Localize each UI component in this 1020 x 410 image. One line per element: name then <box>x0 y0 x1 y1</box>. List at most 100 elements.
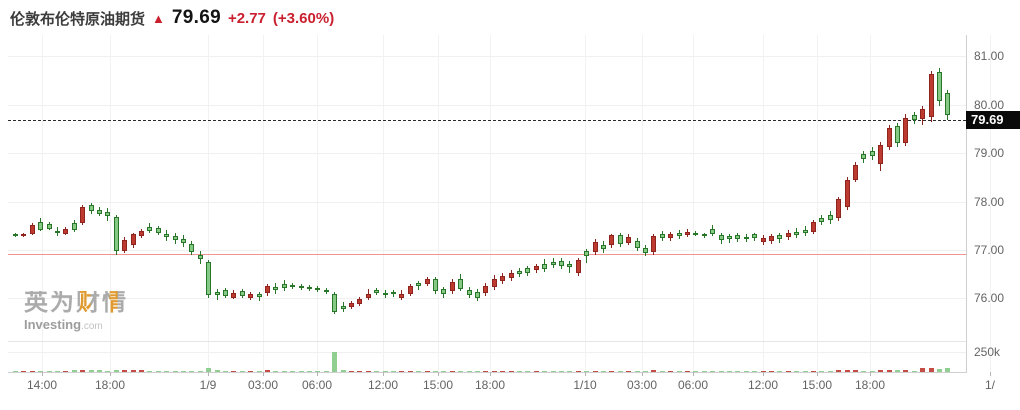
v-gridline <box>490 35 491 372</box>
candle <box>710 228 716 234</box>
candle <box>357 298 363 305</box>
candle <box>592 242 598 252</box>
v-gridline <box>383 35 384 372</box>
volume-bar <box>920 368 926 372</box>
y-axis-label: 76.00 <box>974 291 1005 305</box>
volume-bar <box>743 371 749 372</box>
volume-bar <box>349 370 354 372</box>
candle <box>752 234 758 239</box>
volume-bar <box>407 370 413 372</box>
h-gridline <box>8 202 966 203</box>
volume-bar <box>945 368 951 372</box>
candle <box>735 235 741 240</box>
v-gridline <box>263 35 264 372</box>
volume-bar <box>223 370 228 372</box>
x-axis-tick <box>42 372 43 376</box>
volume-bar <box>105 370 111 372</box>
watermark-logo-suffix: .com <box>81 321 103 332</box>
candle <box>315 288 321 291</box>
volume-bar <box>811 370 816 372</box>
candle <box>475 291 480 298</box>
volume-bar <box>601 370 606 372</box>
candle <box>643 247 648 253</box>
x-axis-label: 18:00 <box>474 378 506 392</box>
volume-bar <box>365 371 371 372</box>
v-gridline <box>990 35 991 372</box>
volume-bar <box>382 371 388 372</box>
candle <box>584 250 590 256</box>
candle <box>458 279 464 289</box>
volume-bar <box>71 370 77 372</box>
volume-bar <box>836 370 842 372</box>
volume-bar <box>777 371 783 372</box>
volume-bar <box>424 371 430 372</box>
volume-bar <box>155 370 161 372</box>
candle <box>542 263 548 270</box>
x-axis-label: 06:00 <box>677 378 709 392</box>
candle <box>407 286 413 294</box>
candle <box>853 164 858 180</box>
volume-bar <box>567 371 573 372</box>
candle <box>273 286 279 290</box>
candle <box>601 245 606 250</box>
volume-bar <box>701 371 707 372</box>
volume-bar <box>819 371 825 372</box>
v-gridline <box>317 35 318 372</box>
candle-wick <box>216 288 218 301</box>
v-gridline <box>42 35 43 372</box>
volume-bar <box>63 371 69 372</box>
volume-bar <box>853 369 858 372</box>
volume-bar <box>827 370 833 372</box>
volume-bar <box>113 369 119 372</box>
volume-bar <box>38 371 44 372</box>
candle <box>718 235 724 241</box>
volume-bar <box>685 371 690 372</box>
x-axis-label: 12:00 <box>367 378 399 392</box>
volume-bar <box>895 370 900 372</box>
candle <box>349 303 354 308</box>
candle <box>676 232 682 237</box>
volume-bar <box>475 371 480 372</box>
volume-bar <box>937 368 942 372</box>
candle <box>634 241 640 248</box>
candle <box>550 261 556 265</box>
volume-bar <box>80 369 86 372</box>
volume-bar <box>575 370 581 372</box>
x-axis-tick <box>383 372 384 376</box>
candle <box>189 244 195 253</box>
x-axis-label: 12:00 <box>747 378 779 392</box>
candle <box>206 262 212 295</box>
x-axis-tick <box>870 372 871 376</box>
volume-bar <box>559 371 564 372</box>
x-axis-tick <box>990 372 991 376</box>
candle <box>920 109 926 120</box>
volume-bar <box>256 371 262 372</box>
candle <box>172 236 178 241</box>
y-axis-label: 250k <box>974 345 1001 359</box>
volume-bar <box>693 371 699 372</box>
volume-bar <box>214 370 220 372</box>
volume-bar <box>46 371 52 372</box>
candle <box>491 279 497 287</box>
previous-close-line <box>8 253 966 255</box>
candle <box>281 283 287 288</box>
candle <box>937 71 942 101</box>
candle <box>13 233 18 237</box>
candle <box>80 207 86 224</box>
x-axis-tick <box>693 372 694 376</box>
candle <box>223 289 228 297</box>
y-axis-label: 80.00 <box>974 98 1005 112</box>
volume-bar <box>433 370 438 372</box>
volume-bar <box>878 370 884 372</box>
candle <box>878 144 884 164</box>
candle <box>659 233 665 239</box>
candle <box>231 292 237 298</box>
price-change: +2.77 <box>227 9 266 27</box>
x-axis-label: 18:00 <box>94 378 126 392</box>
candle <box>290 284 296 287</box>
x-axis-tick <box>317 372 318 376</box>
x-axis-line <box>8 372 967 373</box>
candle <box>617 235 623 245</box>
current-price-dashed-line <box>8 119 966 121</box>
